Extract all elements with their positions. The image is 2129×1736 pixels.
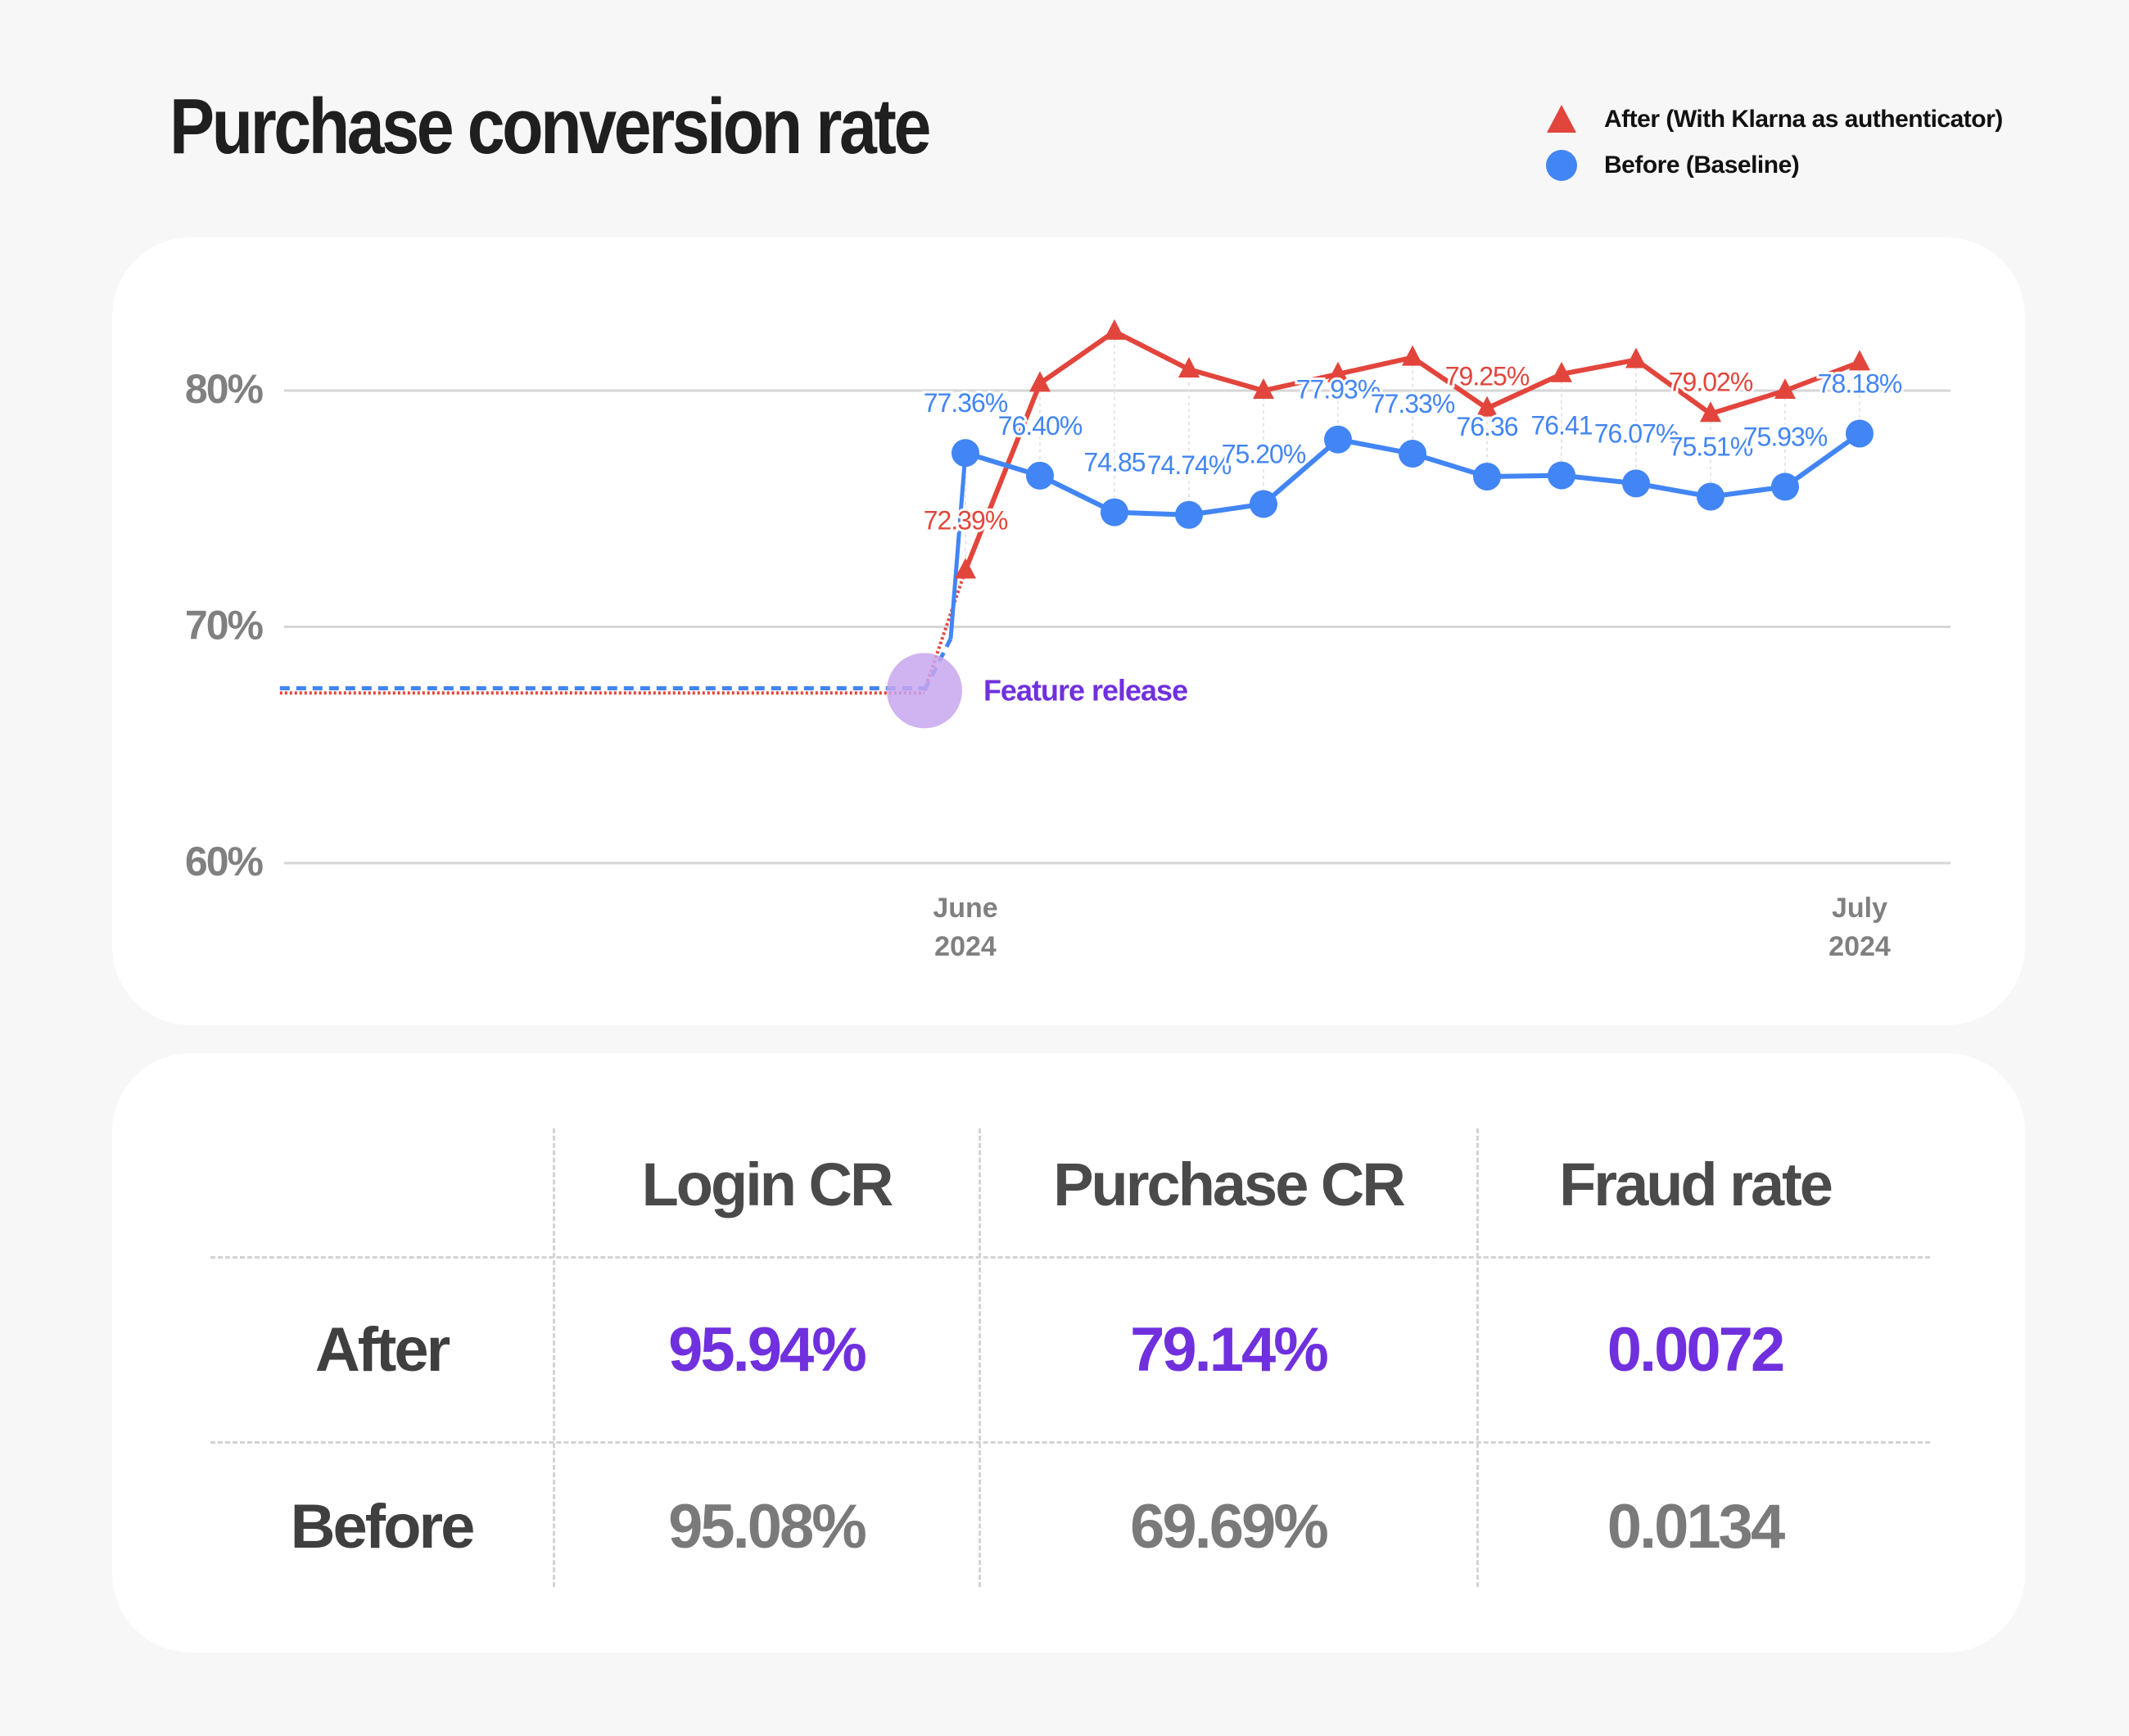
after-point <box>1253 378 1274 399</box>
x-tick-label: 2024 <box>934 931 997 962</box>
before-point <box>1101 498 1128 527</box>
table-divider <box>979 1128 981 1587</box>
table-cell-after-purchase-cr: 79.14% <box>1130 1314 1329 1385</box>
after-point <box>1327 361 1349 382</box>
conversion-line-chart: 80% 70% 60% June 2024 July 2024 72.39% 79.25% 79.… <box>185 319 1950 962</box>
table-row-label-after: After <box>314 1314 450 1385</box>
legend-item-before: Before (Baseline) <box>1544 142 2003 188</box>
after-point <box>1178 357 1200 378</box>
y-tick-label: 70% <box>185 603 264 649</box>
before-data-label: 75.93% <box>1743 422 1828 451</box>
after-point <box>1551 361 1572 382</box>
before-data-label: 75.20% <box>1222 439 1306 468</box>
before-point <box>1548 461 1575 490</box>
after-data-label: 79.02% <box>1669 367 1753 396</box>
feature-release-marker <box>886 653 962 729</box>
before-point <box>1250 490 1277 518</box>
before-data-label: 76.07% <box>1594 418 1679 448</box>
before-data-label: 74.85 <box>1083 448 1145 477</box>
before-point <box>1697 482 1724 511</box>
before-data-label: 78.18% <box>1818 369 1902 399</box>
x-tick-label: 2024 <box>1828 931 1891 962</box>
before-data-label: 74.74% <box>1147 450 1232 480</box>
after-point <box>1476 396 1498 417</box>
legend-label-before: Before (Baseline) <box>1604 151 1800 179</box>
before-data-label: 77.33% <box>1371 389 1455 418</box>
x-tick-label: July <box>1832 893 1887 924</box>
before-data-label: 75.51% <box>1669 432 1753 462</box>
triangle-icon <box>1547 105 1576 133</box>
before-data-label: 77.93% <box>1296 375 1381 405</box>
after-point <box>1029 371 1051 392</box>
before-point <box>1399 440 1426 468</box>
table-row-label-before: Before <box>290 1491 476 1562</box>
y-tick-label: 80% <box>185 366 264 412</box>
legend-item-after: After (With Klarna as authenticator) <box>1544 97 2003 142</box>
y-tick-label: 60% <box>185 839 264 884</box>
after-point <box>955 558 976 579</box>
before-point <box>1846 419 1874 448</box>
table-cell-after-fraud-rate: 0.0072 <box>1607 1314 1785 1385</box>
before-point <box>1175 500 1203 529</box>
table-divider <box>1476 1128 1479 1587</box>
legend-label-after: After (With Klarna as authenticator) <box>1604 106 2003 133</box>
table-cell-before-purchase-cr: 69.69% <box>1130 1491 1329 1562</box>
after-point <box>1104 319 1125 340</box>
page-title: Purchase conversion rate <box>170 83 931 170</box>
x-tick-label: June <box>933 893 997 924</box>
after-point <box>1625 347 1647 368</box>
before-point <box>1324 425 1352 454</box>
table-cell-before-fraud-rate: 0.0134 <box>1607 1491 1785 1562</box>
before-data-label: 76.36 <box>1456 412 1517 441</box>
after-point <box>1774 378 1796 399</box>
release-connector-before <box>948 452 968 640</box>
table-divider <box>210 1441 1930 1444</box>
before-point <box>951 439 979 468</box>
after-point <box>1849 350 1870 371</box>
before-point <box>1026 461 1054 490</box>
chart-legend: After (With Klarna as authenticator) Bef… <box>1544 97 2003 188</box>
after-point <box>1700 401 1721 423</box>
before-point <box>1622 469 1650 498</box>
after-point <box>1402 345 1423 366</box>
before-data-label: 76.40% <box>998 411 1083 441</box>
table-header-fraud-rate: Fraud rate <box>1559 1150 1833 1218</box>
metrics-table-card: Login CR Purchase CR Fraud rate After 95… <box>112 1053 2025 1652</box>
table-divider <box>210 1256 1930 1259</box>
before-data-label: 77.36% <box>924 388 1008 418</box>
circle-icon <box>1546 150 1577 181</box>
chart-card: 80% 70% 60% June 2024 July 2024 72.39% 79.25% 79.… <box>112 237 2025 1025</box>
after-data-label: 72.39% <box>924 506 1008 536</box>
table-cell-before-login-cr: 95.08% <box>668 1491 867 1562</box>
table-header-purchase-cr: Purchase CR <box>1053 1150 1406 1218</box>
table-divider <box>553 1128 555 1587</box>
after-data-label: 79.25% <box>1445 362 1530 391</box>
table-header-login-cr: Login CR <box>641 1150 894 1218</box>
before-point <box>1473 463 1501 491</box>
before-point <box>1771 472 1799 501</box>
before-data-label: 76.41 <box>1530 411 1592 441</box>
table-cell-after-login-cr: 95.94% <box>668 1314 867 1385</box>
feature-release-label: Feature release <box>983 673 1187 707</box>
